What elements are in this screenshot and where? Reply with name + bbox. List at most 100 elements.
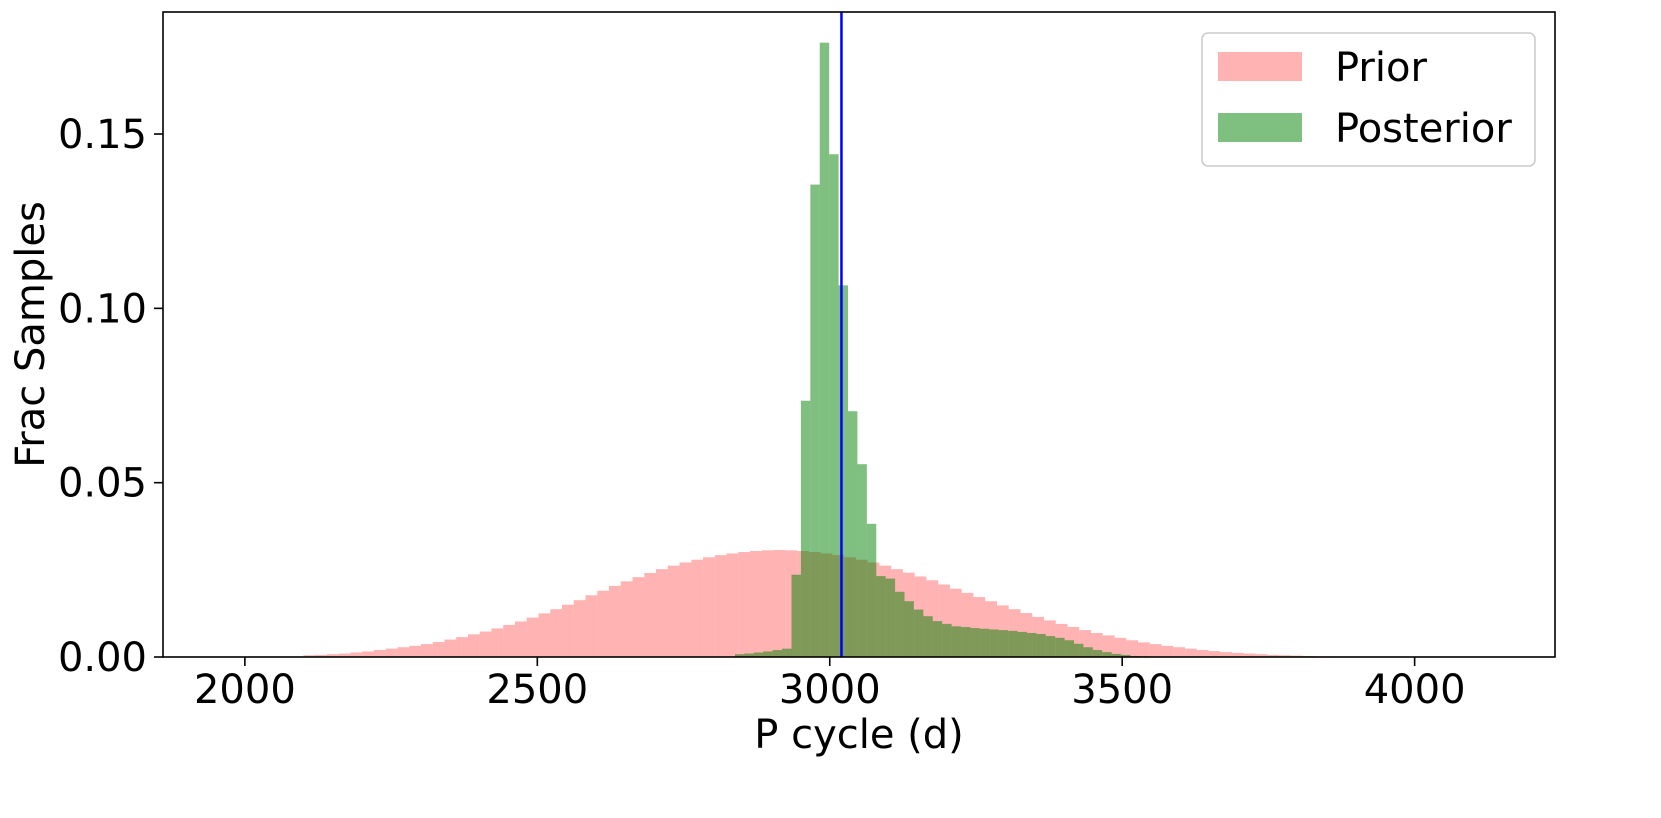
y-axis-ticks: 0.00 0.05 0.10 0.15 (58, 112, 163, 681)
posterior-bar (1074, 644, 1083, 657)
prior-bar (750, 551, 762, 657)
prior-bar (715, 555, 727, 657)
prior-bar (1197, 650, 1209, 657)
posterior-bar (970, 628, 979, 657)
posterior-bar (782, 649, 791, 657)
legend: Prior Posterior (1202, 33, 1535, 166)
posterior-bar (839, 285, 848, 657)
posterior-bar (876, 576, 885, 657)
x-axis-label: P cycle (d) (754, 712, 964, 758)
posterior-bar (1065, 640, 1074, 657)
prior-bar (1185, 649, 1197, 657)
prior-bar (468, 634, 480, 657)
posterior-bar (1093, 650, 1102, 657)
posterior-bar (1008, 631, 1017, 657)
prior-bar (774, 550, 786, 657)
prior-bar (362, 651, 374, 657)
posterior-bar (810, 185, 819, 657)
bars-layer (303, 43, 1349, 657)
posterior-bar (857, 464, 866, 657)
prior-bar (562, 605, 574, 657)
prior-bar (680, 563, 692, 657)
posterior-bar (952, 626, 961, 657)
prior-bar (480, 632, 492, 657)
posterior-bar (1036, 634, 1045, 657)
prior-bar (515, 621, 527, 657)
posterior-bar (867, 524, 876, 657)
posterior-bar (895, 592, 904, 657)
prior-bar (503, 625, 515, 657)
posterior-bar (773, 650, 782, 657)
x-tick-label: 3500 (1071, 667, 1173, 713)
posterior-bar (980, 629, 989, 657)
prior-bar (1173, 647, 1185, 657)
prior-bar (656, 569, 668, 657)
y-tick-label: 0.05 (58, 461, 147, 507)
prior-bar (538, 613, 550, 657)
legend-label-prior: Prior (1335, 45, 1427, 91)
prior-bar (550, 609, 562, 657)
legend-swatch-posterior (1218, 113, 1302, 142)
x-tick-label: 2500 (486, 667, 588, 713)
prior-bar (597, 591, 609, 657)
posterior-bar (801, 401, 810, 657)
prior-bar (691, 560, 703, 657)
posterior-bar (820, 43, 829, 657)
y-tick-label: 0.10 (58, 286, 147, 332)
posterior-bar (1046, 636, 1055, 657)
posterior-bar (1027, 633, 1036, 657)
posterior-bar (1083, 647, 1092, 657)
x-tick-label: 2000 (194, 667, 296, 713)
posterior-bar (999, 630, 1008, 657)
prior-bar (527, 618, 539, 657)
posterior-bar (961, 627, 970, 657)
prior-bar (1150, 644, 1162, 657)
y-axis-label: Frac Samples (8, 201, 54, 468)
posterior-bar (763, 651, 772, 657)
prior-bar (703, 557, 715, 657)
prior-bar (738, 552, 750, 657)
legend-label-posterior: Posterior (1335, 106, 1512, 152)
x-axis-ticks: 2000 2500 3000 3500 4000 (194, 657, 1466, 713)
y-tick-label: 0.15 (58, 112, 147, 158)
legend-swatch-prior (1218, 52, 1302, 81)
prior-bar (1209, 651, 1221, 657)
prior-bar (386, 649, 398, 657)
posterior-bar (1055, 638, 1064, 657)
prior-bar (621, 581, 633, 657)
prior-bar (456, 637, 468, 657)
x-tick-label: 4000 (1364, 667, 1466, 713)
prior-bar (397, 647, 409, 657)
prior-bar (444, 640, 456, 657)
prior-bar (1162, 646, 1174, 657)
prior-bar (586, 595, 598, 657)
prior-bar (762, 550, 774, 657)
prior-bar (644, 573, 656, 657)
prior-bar (668, 566, 680, 657)
posterior-bar (933, 621, 942, 657)
posterior-bar (792, 575, 801, 657)
posterior-bar (886, 579, 895, 657)
x-tick-label: 3000 (779, 667, 881, 713)
prior-bar (421, 644, 433, 657)
prior-bar (574, 600, 586, 657)
prior-bar (409, 646, 421, 657)
prior-bar (727, 553, 739, 657)
prior-bar (633, 577, 645, 657)
prior-bar (491, 628, 503, 657)
posterior-bar (989, 629, 998, 657)
posterior-bar (848, 411, 857, 657)
posterior-bar (942, 624, 951, 657)
posterior-bar (914, 610, 923, 657)
prior-bar (1126, 640, 1138, 657)
posterior-bar (923, 616, 932, 657)
posterior-bar (1018, 632, 1027, 657)
posterior-bar (829, 154, 838, 657)
prior-bar (433, 642, 445, 657)
posterior-bar (905, 601, 914, 657)
y-tick-label: 0.00 (58, 635, 147, 681)
prior-bar (1138, 642, 1150, 657)
prior-bar (374, 650, 386, 657)
